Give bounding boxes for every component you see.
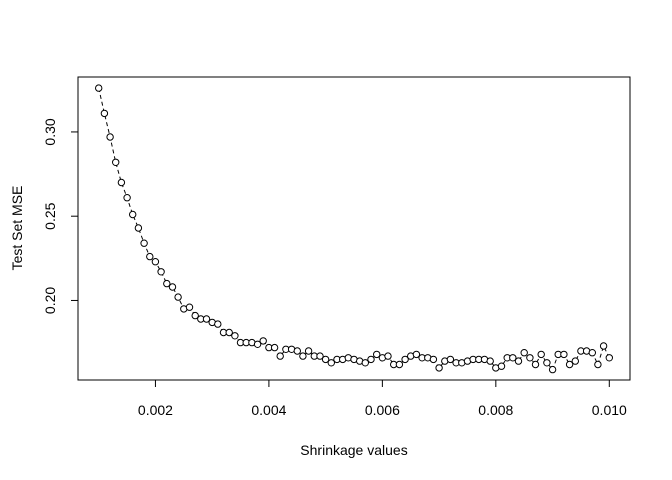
data-point bbox=[486, 357, 494, 365]
data-point bbox=[259, 337, 267, 345]
data-point bbox=[100, 109, 109, 118]
data-point bbox=[548, 365, 557, 374]
x-tick-label: 0.008 bbox=[478, 402, 513, 418]
data-point bbox=[293, 347, 301, 355]
series-line bbox=[98, 87, 610, 371]
data-point bbox=[151, 258, 160, 266]
data-point bbox=[367, 355, 375, 364]
data-point bbox=[276, 352, 284, 360]
data-point bbox=[270, 343, 279, 352]
x-axis: 0.002 0.004 0.006 0.008 0.010 bbox=[138, 379, 627, 418]
data-point bbox=[231, 332, 239, 340]
x-tick-label: 0.002 bbox=[138, 402, 173, 418]
data-point bbox=[321, 355, 330, 364]
y-tick-label: 0.25 bbox=[42, 202, 58, 229]
y-tick-label: 0.20 bbox=[42, 287, 58, 314]
data-point bbox=[168, 283, 177, 291]
y-axis-title: Test Set MSE bbox=[9, 186, 25, 271]
data-point bbox=[565, 360, 574, 369]
data-point bbox=[316, 352, 324, 360]
data-point bbox=[185, 303, 194, 311]
data-point bbox=[225, 328, 233, 337]
data-point bbox=[384, 352, 392, 360]
data-point bbox=[112, 158, 120, 167]
data-point bbox=[304, 347, 313, 355]
data-point bbox=[537, 350, 545, 359]
data-point bbox=[605, 354, 613, 362]
x-tick-label: 0.004 bbox=[251, 402, 286, 418]
plot-box bbox=[77, 76, 631, 381]
data-point bbox=[361, 359, 369, 367]
data-point bbox=[497, 362, 506, 370]
data-point bbox=[531, 360, 540, 369]
data-point bbox=[395, 360, 404, 369]
x-tick-label: 0.006 bbox=[365, 402, 400, 418]
data-point bbox=[435, 364, 443, 372]
data-point bbox=[134, 224, 143, 232]
x-axis-title: Shrinkage values bbox=[300, 442, 407, 458]
data-point bbox=[560, 350, 568, 359]
data-point bbox=[412, 350, 421, 359]
data-point bbox=[509, 354, 517, 362]
data-point bbox=[401, 355, 409, 364]
data-point bbox=[514, 357, 523, 365]
data-point bbox=[129, 210, 137, 219]
data-point bbox=[174, 293, 182, 301]
x-tick-label: 0.010 bbox=[592, 402, 627, 418]
data-point bbox=[520, 349, 528, 357]
data-point bbox=[140, 239, 148, 247]
data-point bbox=[588, 349, 596, 357]
data-point bbox=[253, 340, 262, 348]
data-point bbox=[543, 359, 551, 367]
data-point bbox=[117, 178, 126, 187]
data-point bbox=[146, 252, 154, 261]
data-point bbox=[571, 357, 579, 365]
data-point bbox=[429, 355, 438, 364]
data-point bbox=[599, 342, 608, 350]
data-points bbox=[95, 84, 613, 374]
data-point bbox=[157, 268, 165, 276]
data-point bbox=[202, 315, 211, 323]
data-point bbox=[95, 84, 103, 92]
data-point bbox=[123, 194, 131, 202]
data-point bbox=[191, 311, 199, 320]
data-point bbox=[327, 359, 335, 367]
data-point bbox=[594, 360, 602, 369]
data-point bbox=[446, 355, 455, 364]
data-point bbox=[106, 133, 114, 141]
y-axis: 0.20 0.25 0.30 bbox=[42, 118, 79, 314]
data-point bbox=[373, 350, 381, 359]
data-point bbox=[526, 354, 534, 362]
data-point bbox=[163, 279, 171, 288]
data-point bbox=[299, 352, 307, 360]
data-point bbox=[214, 320, 222, 328]
y-tick-label: 0.30 bbox=[42, 118, 58, 145]
